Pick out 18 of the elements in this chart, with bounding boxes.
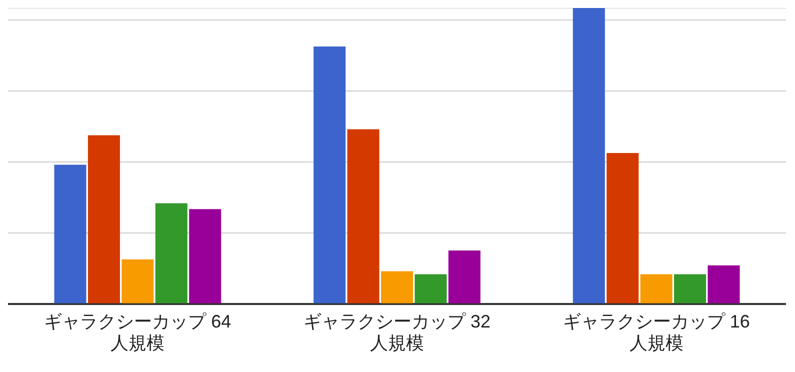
bar: [88, 135, 120, 304]
bar: [640, 274, 672, 304]
bar: [414, 274, 447, 304]
bar: [347, 129, 380, 304]
bar: [674, 274, 706, 304]
bar: [314, 46, 346, 304]
bar: [122, 259, 154, 304]
x-tick-label: ギャラクシーカップ 64人規模: [44, 312, 232, 354]
bar: [572, 8, 605, 304]
bar: [189, 209, 222, 304]
bar: [155, 203, 188, 304]
bar: [54, 164, 86, 304]
bar: [380, 271, 414, 304]
bar: [448, 250, 480, 304]
x-tick-label: ギャラクシーカップ 16人規模: [562, 312, 750, 354]
x-tick-label: ギャラクシーカップ 32人規模: [303, 312, 491, 354]
bar: [708, 265, 740, 304]
bar: [606, 152, 639, 304]
